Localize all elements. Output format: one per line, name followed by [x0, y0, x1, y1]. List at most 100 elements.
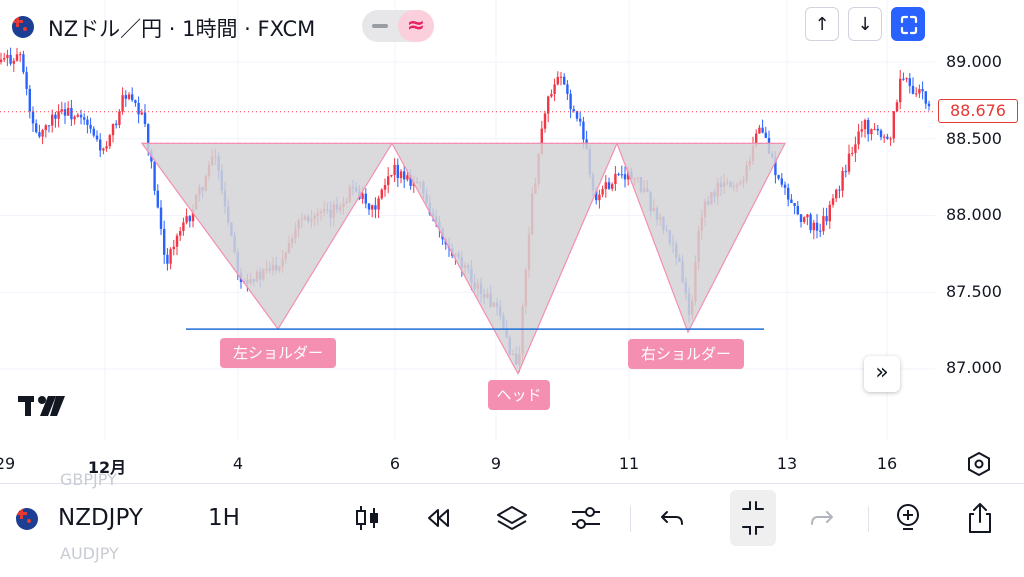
candle-body — [579, 118, 582, 122]
candle-body — [569, 93, 572, 110]
candle-body — [556, 76, 559, 85]
idea-bulb-icon[interactable] — [890, 500, 926, 536]
candle-body — [83, 117, 86, 120]
candle-body — [179, 231, 182, 236]
chart-title: NZドル／円 · 1時間 · FXCM — [48, 17, 316, 41]
candle-body — [847, 153, 851, 172]
right-shoulder-triangle — [616, 142, 786, 334]
candle-body — [156, 190, 159, 208]
x-tick: 11 — [618, 454, 640, 473]
candle-body — [54, 114, 57, 119]
candle-body — [911, 85, 915, 94]
candle-body — [361, 193, 364, 199]
candle-body — [611, 184, 614, 189]
candle-body — [28, 88, 31, 112]
price-chart[interactable] — [0, 0, 1024, 440]
candle-body — [371, 205, 374, 210]
candle-body — [543, 113, 547, 129]
candle-body — [19, 54, 22, 56]
x-tick: 29 — [0, 454, 16, 473]
candle-body — [9, 54, 12, 64]
candle-body — [137, 103, 140, 115]
candle-body — [60, 109, 63, 112]
candle-body — [147, 124, 150, 151]
candle-body — [566, 84, 569, 94]
settings-sliders-icon[interactable] — [568, 500, 604, 536]
interval-selector[interactable]: 1H — [208, 505, 240, 531]
candle-body — [924, 91, 927, 104]
candle-body — [815, 222, 819, 231]
candle-body — [364, 193, 367, 204]
x-tick: 6 — [389, 454, 401, 473]
candle-body — [163, 228, 166, 255]
candle-body — [41, 130, 44, 137]
candle-body — [134, 100, 137, 104]
candle-body — [166, 254, 169, 264]
candle-body — [22, 54, 25, 73]
settings-hexagon-icon[interactable] — [966, 451, 992, 477]
candle-body — [828, 204, 831, 222]
y-tick: 89.000 — [946, 52, 1002, 71]
candle-body — [796, 205, 799, 215]
right-shoulder-label: 右ショルダー — [628, 339, 744, 369]
x-tick: 16 — [876, 454, 898, 473]
candle-body — [393, 164, 396, 175]
candle-body — [185, 216, 188, 223]
candle-body — [774, 157, 777, 176]
candle-body — [95, 135, 99, 140]
redo-icon[interactable] — [804, 500, 840, 536]
candle-body — [121, 95, 124, 112]
x-tick: 9 — [490, 454, 502, 473]
toolbar-separator — [868, 506, 869, 532]
candle-body — [761, 127, 764, 133]
replay-icon[interactable] — [420, 500, 456, 536]
candle-body — [550, 93, 553, 97]
candle-body — [806, 214, 809, 218]
scroll-down-button[interactable]: ↓ — [848, 7, 882, 41]
undo-icon[interactable] — [654, 500, 690, 536]
candle-body — [604, 182, 607, 190]
candle-body — [124, 95, 127, 99]
candle-body — [99, 139, 102, 151]
candle-body — [572, 109, 575, 112]
scroll-up-button[interactable]: ↑ — [805, 7, 839, 41]
mode-toggle[interactable]: ≈ — [362, 10, 434, 42]
candle-body — [783, 184, 787, 188]
candle-body — [918, 89, 921, 94]
candles-icon[interactable] — [350, 500, 386, 536]
candle-body — [879, 130, 883, 138]
candle-body — [812, 222, 815, 231]
candle-body — [143, 112, 147, 125]
candle-body — [175, 235, 179, 247]
candle-body — [787, 187, 790, 200]
fullscreen-button[interactable] — [891, 7, 925, 41]
candle-body — [131, 94, 134, 101]
wave-icon[interactable]: ≈ — [398, 10, 434, 42]
candle-body — [825, 216, 828, 222]
candle-body — [870, 129, 873, 135]
left-shoulder-label: 左ショルダー — [220, 338, 336, 368]
minus-icon[interactable] — [372, 24, 388, 28]
candle-body — [57, 111, 60, 119]
head-and-shoulders-pattern — [140, 142, 786, 375]
candle-body — [559, 76, 563, 78]
candle-body — [44, 125, 47, 131]
left-shoulder-triangle — [140, 142, 394, 331]
last-price-label: 88.676 — [938, 99, 1018, 123]
candle-body — [92, 128, 95, 136]
exit-fullscreen-icon[interactable] — [730, 490, 776, 546]
candle-body — [169, 249, 172, 264]
y-tick: 88.000 — [946, 205, 1002, 224]
symbol-name[interactable]: NZDJPY — [58, 505, 143, 531]
y-tick: 87.500 — [946, 282, 1002, 301]
layers-icon[interactable] — [494, 500, 530, 536]
candle-body — [0, 59, 3, 62]
candle-body — [15, 54, 19, 61]
candle-body — [12, 60, 15, 64]
scroll-to-realtime-button[interactable]: » — [864, 356, 900, 392]
share-icon[interactable] — [962, 500, 998, 536]
candle-body — [86, 119, 89, 125]
candle-body — [387, 176, 390, 186]
candle-body — [188, 216, 191, 222]
candle-body — [841, 171, 844, 191]
